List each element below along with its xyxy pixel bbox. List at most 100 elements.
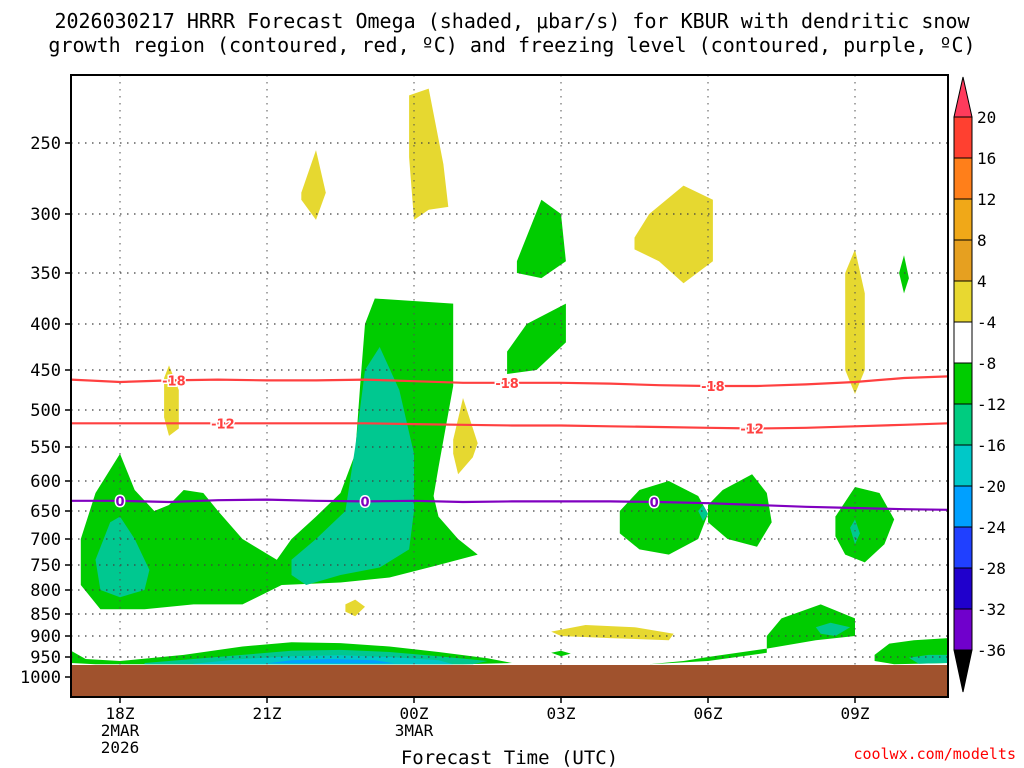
- colorbar-segment: [953, 239, 973, 282]
- plot-frame: [70, 74, 949, 698]
- grid-lines: [71, 75, 948, 665]
- contour-label: -18: [701, 380, 725, 395]
- y-tick-label: 400: [30, 315, 61, 335]
- omega-region-12: [619, 481, 708, 555]
- colorbar-label: 20: [977, 108, 996, 127]
- y-tick-label: 750: [30, 556, 61, 576]
- y-tick-label: 500: [30, 401, 61, 421]
- x-tick-date: 3MAR: [395, 721, 434, 740]
- temperature-contours: -18 -18 -18 -12 -12 0 0 0: [70, 373, 949, 512]
- y-tick-label: 650: [30, 502, 61, 522]
- omega-region-4: [164, 365, 179, 436]
- omega-region-3: [845, 249, 865, 394]
- colorbar: 20 16 12 8 4 -4 -8 -12 -16 -20 -24 -28 -32 -36: [953, 76, 1006, 693]
- omega-region-2: [634, 185, 713, 284]
- omega-region-5: [453, 398, 478, 475]
- x-tick-label: 21Z: [253, 704, 282, 723]
- colorbar-label: -20: [977, 477, 1006, 496]
- chart-title-line-1: 2026030217 HRRR Forecast Omega (shaded, …: [54, 9, 970, 33]
- omega-region-18: [551, 650, 571, 657]
- site-credit: coolwx.com/modelts: [853, 745, 1016, 763]
- contour-label: -18: [162, 374, 186, 389]
- colorbar-label: 16: [977, 149, 996, 168]
- colorbar-segment: [953, 403, 973, 446]
- y-tick-label: 300: [30, 205, 61, 225]
- axes: 2503003504004505005506006507007508008509…: [20, 74, 949, 768]
- y-tick-label: 600: [30, 472, 61, 492]
- colorbar-segment: [953, 444, 973, 487]
- colorbar-label: -16: [977, 436, 1006, 455]
- colorbar-segment: [953, 116, 973, 159]
- y-tick-label: 800: [30, 581, 61, 601]
- ground-surface: [71, 665, 948, 697]
- y-tick-label: 850: [30, 605, 61, 625]
- colorbar-label: -4: [977, 313, 996, 332]
- contour-label: 0: [360, 495, 369, 510]
- omega-region-6: [345, 599, 365, 617]
- x-tick-label: 06Z: [694, 704, 723, 723]
- omega-region-9: [507, 303, 566, 374]
- y-tick-label: 350: [30, 264, 61, 284]
- contour-0: [70, 375, 949, 388]
- x-tick-date: 2MAR: [101, 721, 140, 740]
- contour-label: -12: [211, 417, 235, 432]
- x-tick-label: 18Z: [106, 704, 135, 723]
- x-tick-label: 03Z: [547, 704, 576, 723]
- omega-region-7: [551, 625, 674, 641]
- y-tick-label: 900: [30, 627, 61, 647]
- contour-label: 0: [650, 496, 659, 511]
- y-tick-label: 700: [30, 530, 61, 550]
- omega-shading: [71, 88, 948, 665]
- omega-region-10: [899, 255, 909, 294]
- colorbar-label: -8: [977, 354, 996, 373]
- x-tick-label: 00Z: [400, 704, 429, 723]
- y-tick-label: 1000: [20, 668, 61, 688]
- omega-region-19: [95, 516, 150, 598]
- y-tick-label: 550: [30, 438, 61, 458]
- colorbar-segment: [953, 321, 973, 364]
- omega-region-22: [850, 519, 860, 545]
- colorbar-top-arrow: [953, 76, 973, 118]
- colorbar-label: -24: [977, 518, 1006, 537]
- colorbar-segment: [953, 608, 973, 651]
- colorbar-label: 8: [977, 231, 987, 250]
- colorbar-segment: [953, 198, 973, 241]
- y-tick-label: 450: [30, 361, 61, 381]
- omega-region-1: [301, 150, 326, 220]
- colorbar-segment: [953, 362, 973, 405]
- colorbar-label: -28: [977, 559, 1006, 578]
- omega-region-20: [291, 347, 414, 585]
- colorbar-segment: [953, 526, 973, 569]
- omega-region-0: [409, 88, 449, 220]
- colorbar-segment: [953, 280, 973, 323]
- omega-region-13: [708, 474, 772, 547]
- ground-layer: [71, 665, 948, 697]
- colorbar-label: 4: [977, 272, 987, 291]
- colorbar-label: 12: [977, 190, 996, 209]
- omega-region-14: [835, 487, 895, 563]
- colorbar-bottom-arrow: [953, 649, 973, 693]
- colorbar-label: -12: [977, 395, 1006, 414]
- contour-label: -18: [495, 377, 519, 392]
- omega-region-23: [815, 622, 851, 636]
- omega-region-21: [698, 505, 708, 522]
- contour-label: -12: [740, 422, 764, 437]
- y-tick-label: 250: [30, 134, 61, 154]
- colorbar-label: -36: [977, 641, 1006, 660]
- omega-region-15: [649, 604, 855, 665]
- colorbar-label: -32: [977, 600, 1006, 619]
- x-axis-label: Forecast Time (UTC): [401, 747, 618, 768]
- contour-2: [71, 498, 949, 511]
- chart-title-line-2: growth region (contoured, red, ºC) and f…: [48, 33, 976, 57]
- omega-region-27: [267, 659, 395, 664]
- colorbar-segment: [953, 485, 973, 528]
- contour-1: [71, 422, 949, 430]
- contour-label: 0: [115, 495, 124, 510]
- x-tick-label: 09Z: [841, 704, 870, 723]
- y-tick-label: 950: [30, 648, 61, 668]
- omega-region-8: [516, 199, 566, 279]
- colorbar-segment: [953, 157, 973, 200]
- colorbar-segment: [953, 567, 973, 610]
